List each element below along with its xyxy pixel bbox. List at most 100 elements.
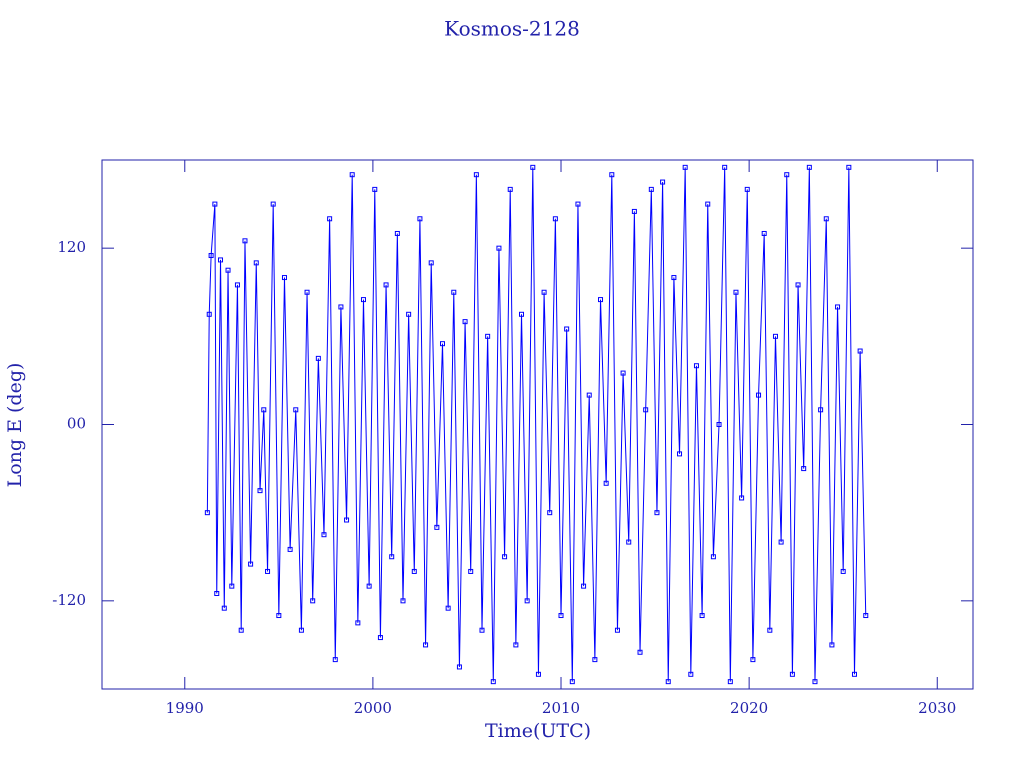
data-point [519, 311, 525, 317]
data-point [287, 546, 293, 552]
data-point [456, 664, 462, 670]
data-point [535, 671, 541, 677]
data-point [490, 679, 496, 685]
data-point [767, 627, 773, 633]
y-tick-label: 00 [67, 415, 86, 433]
data-point [693, 363, 699, 369]
data-point [620, 370, 626, 376]
data-point [496, 245, 502, 251]
data-point [411, 568, 417, 574]
data-point [229, 583, 235, 589]
data-point [507, 186, 513, 192]
data-point [705, 201, 711, 207]
data-point [406, 311, 412, 317]
data-point [360, 297, 366, 303]
data-point [564, 326, 570, 332]
x-tick-label: 2020 [730, 699, 768, 717]
data-point [344, 517, 350, 523]
data-point [806, 164, 812, 170]
data-point [206, 311, 212, 317]
data-point [772, 333, 778, 339]
data-point [789, 671, 795, 677]
data-point [654, 510, 660, 516]
data-point [383, 282, 389, 288]
data-point [784, 172, 790, 178]
data-point [829, 642, 835, 648]
data-point [699, 613, 705, 619]
data-point [423, 642, 429, 648]
data-point [569, 679, 575, 685]
data-point [530, 164, 536, 170]
data-point [575, 201, 581, 207]
data-point [513, 642, 519, 648]
data-point [626, 539, 632, 545]
data-point [485, 333, 491, 339]
data-point [581, 583, 587, 589]
data-point [863, 613, 869, 619]
data-point [756, 392, 762, 398]
data-point [665, 679, 671, 685]
data-point [400, 598, 406, 604]
chart-title: Kosmos-2128 [444, 17, 580, 41]
data-point [238, 627, 244, 633]
data-point [218, 257, 224, 263]
data-point [434, 524, 440, 530]
data-point [439, 341, 445, 347]
data-point [643, 407, 649, 413]
x-axis-label: Time(UTC) [485, 720, 591, 742]
data-point [304, 289, 310, 295]
data-point [212, 201, 218, 207]
data-point [473, 172, 479, 178]
data-point [744, 186, 750, 192]
data-point [846, 164, 852, 170]
data-point [451, 289, 457, 295]
data-point [366, 583, 372, 589]
data-point [338, 304, 344, 310]
data-point [479, 627, 485, 633]
data-point [242, 238, 248, 244]
data-point [248, 561, 254, 567]
data-point [377, 635, 383, 641]
data-point [468, 568, 474, 574]
data-point [502, 554, 508, 560]
data-point [716, 422, 722, 427]
data-point [332, 657, 338, 663]
data-point [234, 282, 240, 288]
data-point [315, 355, 321, 361]
x-tick-label: 2000 [354, 699, 392, 717]
data-point [586, 392, 592, 398]
data-point [355, 620, 361, 626]
data-point [389, 554, 395, 560]
y-axis-label: Long E (deg) [4, 363, 26, 488]
data-point [372, 186, 378, 192]
data-point [688, 671, 694, 677]
data-point [677, 451, 683, 457]
data-point [265, 568, 271, 574]
data-point [541, 289, 547, 295]
data-point [851, 671, 857, 677]
data-point [603, 480, 609, 486]
data-point [293, 407, 299, 413]
data-point [592, 657, 598, 663]
data-point [733, 289, 739, 295]
data-point [298, 627, 304, 633]
data-point [722, 164, 728, 170]
data-point [609, 172, 615, 178]
data-point [823, 216, 829, 222]
data-point [428, 260, 434, 266]
data-point [739, 495, 745, 501]
data-point [327, 216, 333, 222]
data-point [761, 230, 767, 236]
data-point [818, 407, 824, 413]
data-point [750, 657, 756, 663]
data-point [648, 186, 654, 192]
data-point [710, 554, 716, 560]
data-point [857, 348, 863, 354]
data-point [671, 275, 677, 281]
data-point [445, 605, 451, 611]
data-point [835, 304, 841, 310]
data-point [637, 649, 643, 655]
data-point [778, 539, 784, 545]
data-point [270, 201, 276, 207]
